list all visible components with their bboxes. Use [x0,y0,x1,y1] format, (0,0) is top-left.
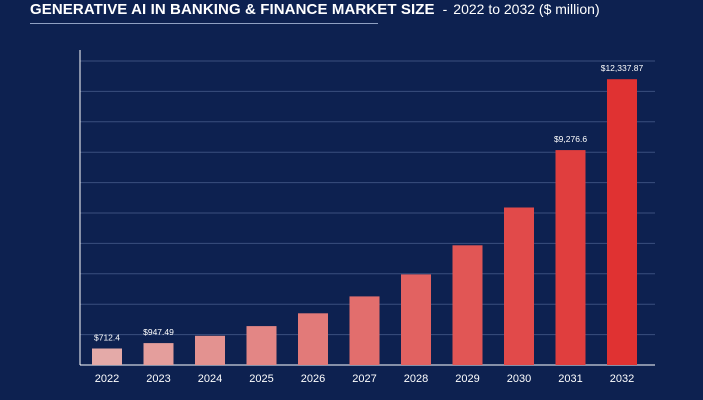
bar-2029 [452,245,483,365]
title-underline [30,23,378,24]
data-label: $9,276.6 [554,134,587,144]
chart-title: GENERATIVE AI IN BANKING & FINANCE MARKE… [30,1,435,18]
x-tick-label: 2032 [610,373,634,385]
x-tick-label: 2025 [249,373,273,385]
bar-2022 [92,348,122,365]
x-tick-label: 2022 [95,373,119,385]
x-tick-label: 2027 [352,373,376,385]
bar-2025 [246,326,277,365]
bar-2030 [504,207,534,365]
bar-2023 [143,343,174,365]
title-separator: - [442,1,448,17]
bar-2027 [349,296,380,365]
x-tick-label: 2028 [404,373,428,385]
x-tick-label: 2023 [146,373,170,385]
data-label: $947.49 [143,327,174,337]
chart-title-row: GENERATIVE AI IN BANKING & FINANCE MARKE… [30,1,600,19]
x-tick-label: 2024 [198,373,222,385]
chart-subtitle: 2022 to 2032 ($ million) [453,1,600,17]
data-label: $712.4 [94,333,120,343]
bar-2031 [555,150,586,365]
x-tick-label: 2031 [558,373,582,385]
x-tick-label: 2030 [507,373,531,385]
x-tick-label: 2029 [455,373,479,385]
bar-2028 [401,274,431,365]
data-label: $12,337.87 [601,63,644,73]
bar-2032 [607,79,637,365]
x-tick-label: 2026 [301,373,325,385]
bar-2024 [195,335,225,365]
bar-2026 [298,313,328,365]
